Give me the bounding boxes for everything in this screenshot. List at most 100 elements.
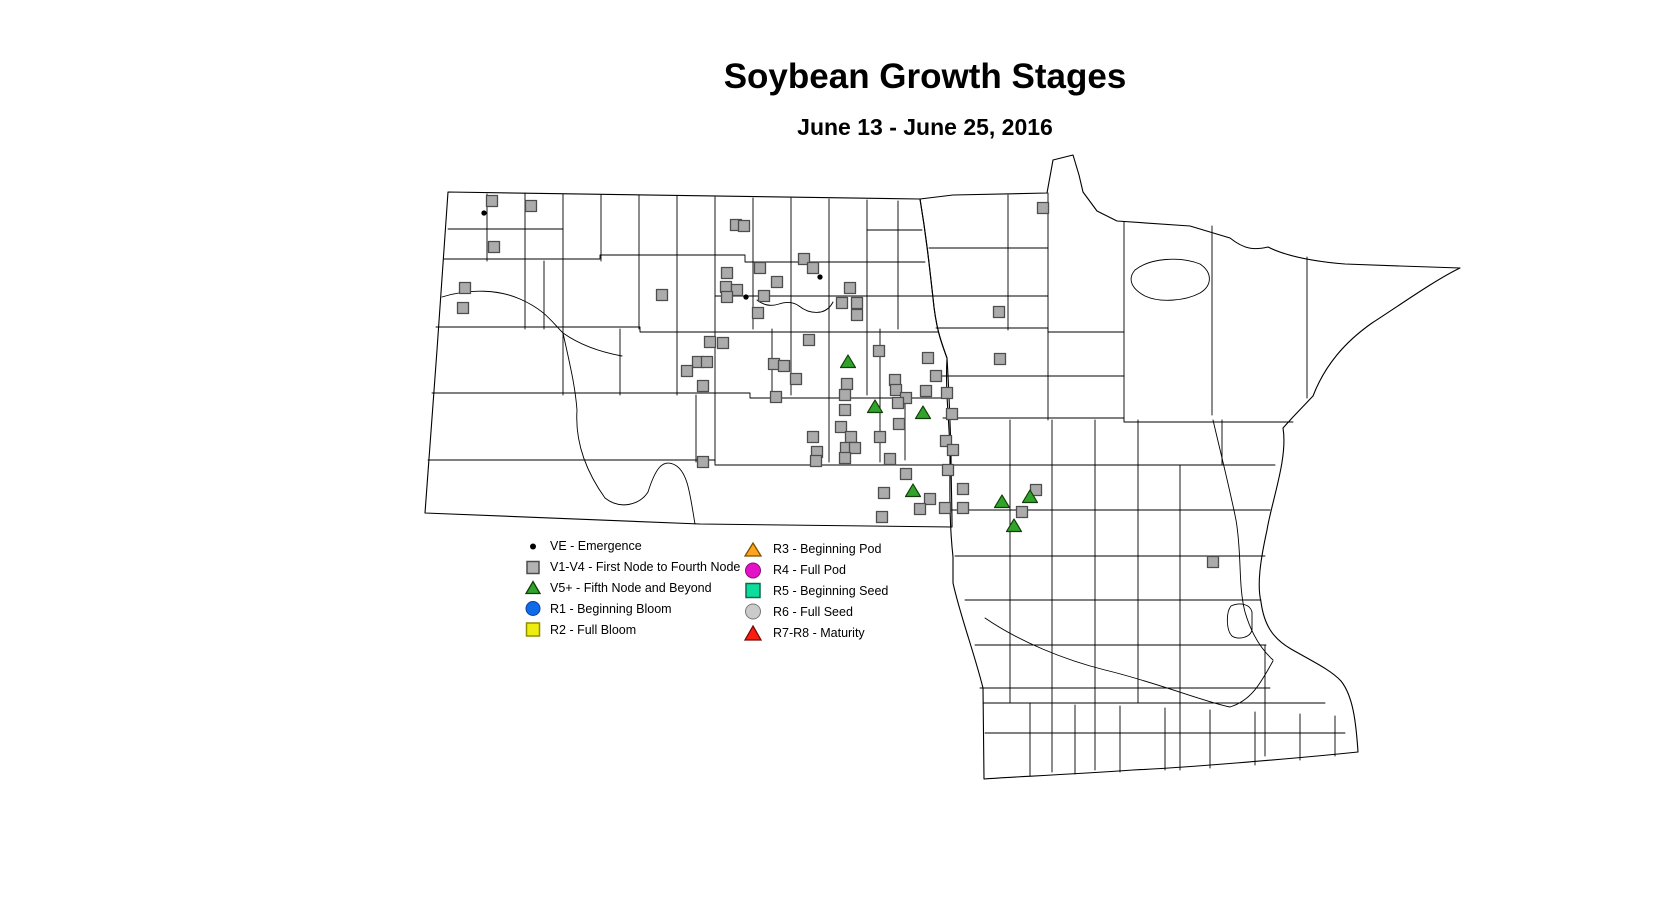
- page-title: Soybean Growth Stages: [723, 57, 1127, 96]
- marker-V1-V4: [789, 372, 803, 386]
- marker-V1-V4: [891, 396, 905, 410]
- legend-item-v1v4: V1-V4 - First Node to Fourth Node: [524, 557, 740, 578]
- marker-V1-V4: [458, 281, 472, 295]
- marker-V1-V4: [737, 219, 751, 233]
- marker-V5+: [993, 494, 1011, 509]
- marker-V1-V4: [730, 283, 744, 297]
- marker-V5+: [904, 483, 922, 498]
- v1-v4-square-icon: [526, 560, 540, 574]
- marker-V1-V4: [838, 403, 852, 417]
- marker-V1-V4: [843, 281, 857, 295]
- marker-V1-V4: [929, 369, 943, 383]
- marker-V1-V4: [946, 443, 960, 457]
- r7-r8-triangle-icon: [743, 624, 763, 641]
- ve-emergence-dot-icon: [530, 543, 536, 550]
- missouri-river: [441, 290, 696, 525]
- r6-circle-icon: [745, 603, 761, 620]
- marker-V1-V4: [720, 290, 734, 304]
- legend-item-r7r8: R7-R8 - Maturity: [743, 622, 888, 643]
- marker-VE: [481, 210, 487, 216]
- marker-VE: [817, 274, 823, 280]
- marker-V1-V4: [873, 430, 887, 444]
- marker-V1-V4: [889, 383, 903, 397]
- r5-square-icon: [745, 583, 761, 599]
- marker-V1-V4: [696, 455, 710, 469]
- legend-left-column: VE - Emergence V1-V4 - First Node to Fou…: [524, 536, 740, 640]
- r4-circle-icon: [745, 562, 761, 579]
- marker-V1-V4: [939, 434, 953, 448]
- minnesota-outline: [919, 154, 1461, 780]
- legend-item-r6: R6 - Full Seed: [743, 601, 888, 622]
- marker-V1-V4: [802, 333, 816, 347]
- marker-V1-V4: [838, 451, 852, 465]
- marker-V1-V4: [797, 252, 811, 266]
- marker-V1-V4: [716, 336, 730, 350]
- marker-V1-V4: [1015, 505, 1029, 519]
- marker-V1-V4: [850, 296, 864, 310]
- marker-V1-V4: [769, 390, 783, 404]
- marker-V1-V4: [680, 364, 694, 378]
- legend-label-ve: VE - Emergence: [550, 539, 642, 554]
- marker-V1-V4: [757, 289, 771, 303]
- marker-V5+: [914, 405, 932, 420]
- marker-V1-V4: [703, 335, 717, 349]
- marker-V1-V4: [941, 463, 955, 477]
- legend-label-v1v4: V1-V4 - First Node to Fourth Node: [550, 560, 741, 575]
- legend-label-r7r8: R7-R8 - Maturity: [773, 625, 865, 640]
- devils-lake: [756, 299, 834, 313]
- marker-V1-V4: [913, 502, 927, 516]
- marker-V1-V4: [777, 359, 791, 373]
- page-subtitle: June 13 - June 25, 2016: [797, 114, 1053, 140]
- marker-V1-V4: [485, 194, 499, 208]
- marker-V1-V4: [923, 492, 937, 506]
- marker-V1-V4: [877, 486, 891, 500]
- marker-V1-V4: [850, 308, 864, 322]
- marker-V1-V4: [840, 377, 854, 391]
- marker-V1-V4: [1036, 201, 1050, 215]
- north-dakota-outline: [424, 191, 953, 528]
- marker-V1-V4: [992, 305, 1006, 319]
- mississippi-river: [1212, 419, 1274, 661]
- marker-V1-V4: [899, 467, 913, 481]
- marker-V1-V4: [956, 482, 970, 496]
- legend-item-r2: R2 - Full Bloom: [524, 619, 740, 640]
- v5-triangle-icon: [524, 580, 542, 595]
- legend-item-r5: R5 - Beginning Seed: [743, 581, 888, 602]
- mille-lacs-lake: [1226, 603, 1253, 639]
- marker-V1-V4: [956, 501, 970, 515]
- marker-V1-V4: [875, 510, 889, 524]
- marker-V1-V4: [993, 352, 1007, 366]
- marker-V1-V4: [770, 275, 784, 289]
- marker-V1-V4: [883, 452, 897, 466]
- marker-V1-V4: [848, 441, 862, 455]
- legend-item-r1: R1 - Beginning Bloom: [524, 598, 740, 619]
- marker-V1-V4: [806, 261, 820, 275]
- legend-item-r3: R3 - Beginning Pod: [743, 539, 888, 560]
- marker-V1-V4: [806, 430, 820, 444]
- marker-V1-V4: [938, 501, 952, 515]
- marker-V1-V4: [720, 266, 734, 280]
- marker-V1-V4: [945, 407, 959, 421]
- marker-V1-V4: [838, 388, 852, 402]
- legend-label-r2: R2 - Full Bloom: [550, 622, 637, 637]
- r3-triangle-icon: [743, 541, 763, 557]
- minnesota-river: [984, 617, 1274, 708]
- r2-square-icon: [525, 622, 541, 637]
- legend-item-ve: VE - Emergence: [524, 536, 740, 557]
- legend-label-r6: R6 - Full Seed: [773, 604, 853, 619]
- marker-V1-V4: [655, 288, 669, 302]
- r1-circle-icon: [525, 601, 541, 617]
- marker-V1-V4: [835, 296, 849, 310]
- marker-V1-V4: [872, 344, 886, 358]
- marker-V1-V4: [700, 355, 714, 369]
- marker-V1-V4: [524, 199, 538, 213]
- legend-label-r1: R1 - Beginning Bloom: [550, 601, 672, 616]
- marker-V5+: [1021, 489, 1039, 504]
- marker-VE: [743, 294, 749, 300]
- marker-V1-V4: [696, 379, 710, 393]
- red-lake: [1130, 258, 1210, 301]
- marker-V1-V4: [487, 240, 501, 254]
- marker-V1-V4: [844, 430, 858, 444]
- marker-V1-V4: [1206, 555, 1220, 569]
